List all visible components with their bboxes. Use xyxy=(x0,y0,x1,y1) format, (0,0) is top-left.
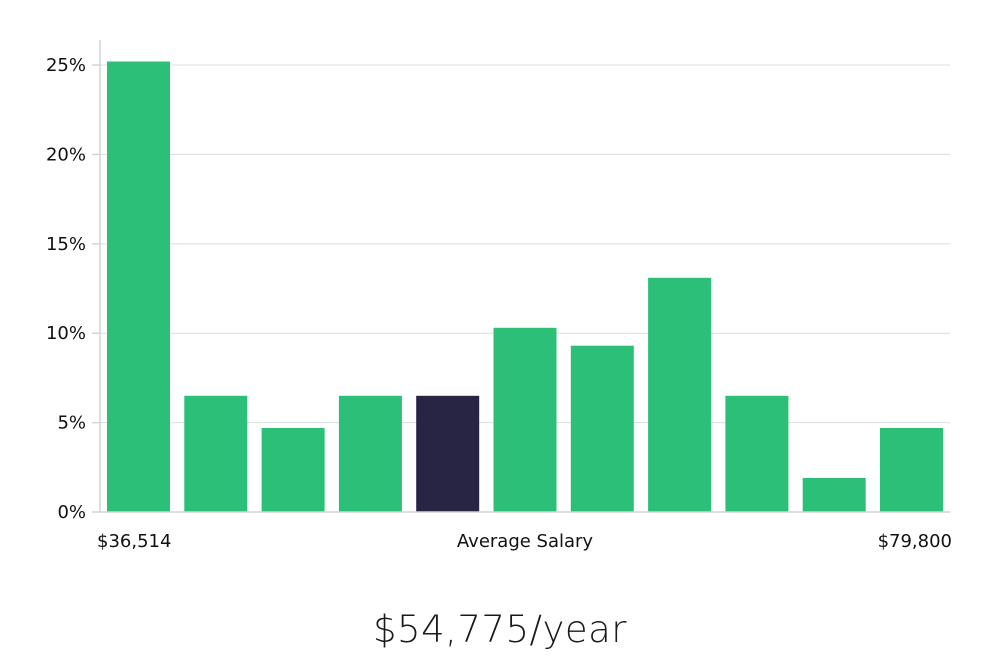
histogram-bar xyxy=(338,395,402,512)
average-salary-value: $54,775/year xyxy=(372,608,627,651)
grid-layer xyxy=(100,64,950,424)
histogram-bar xyxy=(725,395,789,512)
histogram-svg: 0%5%10%15%20%25% $36,514 Average Salary … xyxy=(46,40,952,552)
y-tick-label: 15% xyxy=(46,234,86,255)
histogram-bar xyxy=(261,428,325,512)
x-max-salary-label: $79,800 xyxy=(878,531,952,552)
y-tick-label: 5% xyxy=(57,413,86,434)
histogram-bar xyxy=(107,61,170,512)
y-tick-label: 0% xyxy=(57,502,86,523)
histogram-bar-average xyxy=(416,395,480,512)
y-tick-label: 20% xyxy=(46,144,86,165)
histogram-bar xyxy=(880,428,943,512)
histogram-bar xyxy=(648,277,712,512)
y-tick-label: 10% xyxy=(46,323,86,344)
y-axis-ticks: 0% 5% 10% 15% 20% 25% xyxy=(46,55,100,523)
bars-layer xyxy=(107,61,943,512)
x-min-salary-label: $36,514 xyxy=(97,531,171,552)
histogram-bar xyxy=(802,478,866,512)
salary-histogram: 0% 5% 10% 15% 20% 25% $36,514 Average Salary … xyxy=(46,40,952,552)
x-axis-title: Average Salary xyxy=(457,531,594,552)
y-tick-label: 25% xyxy=(46,55,86,76)
histogram-bar xyxy=(184,395,248,512)
histogram-bar xyxy=(570,345,634,512)
histogram-bar xyxy=(493,327,557,512)
